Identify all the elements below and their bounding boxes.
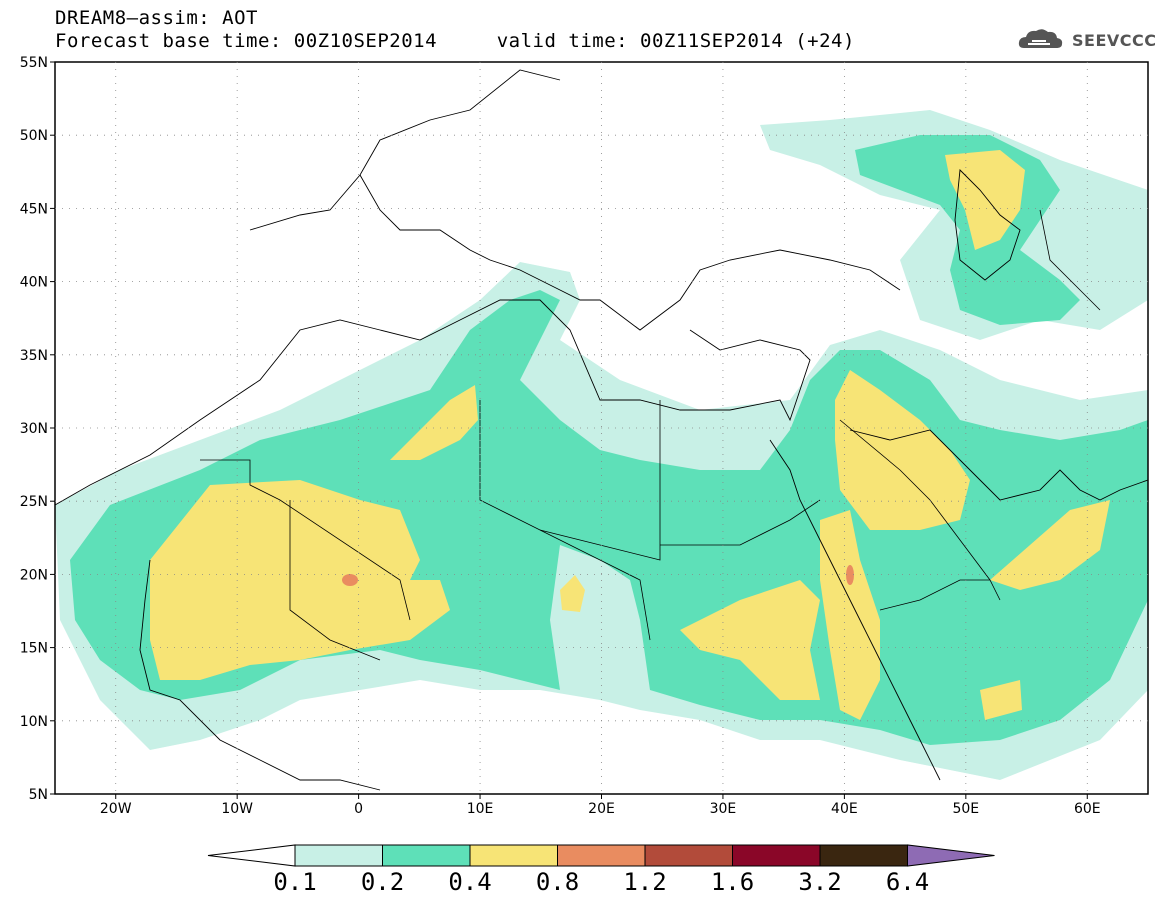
colorbar-segment [732, 844, 821, 867]
seevccc-logo [1018, 29, 1063, 48]
colorbar-segment [294, 844, 383, 867]
lon-label: 20W [100, 801, 132, 817]
lon-label: 30E [710, 801, 737, 817]
logo-text: SEEVCCC [1072, 31, 1157, 50]
forecast-times: Forecast base time: 00Z10SEP2014 valid t… [55, 30, 855, 52]
colorbar-label: 3.2 [798, 868, 842, 896]
lat-label: 20N [20, 567, 48, 583]
colorbar-label: 6.4 [885, 868, 930, 896]
aot-fields [55, 110, 1148, 780]
colorbar-segment [644, 844, 733, 867]
aot-0.4-region-sudan [680, 580, 820, 700]
aot-0.4-region-somalia [980, 680, 1022, 720]
colorbar-segment [469, 844, 558, 867]
aot-0.4-region-atlas [390, 385, 478, 460]
colorbar-lower-arrow [207, 844, 296, 867]
colorbar-segment [382, 844, 471, 867]
map-title: DREAM8–assim: AOT [55, 7, 258, 29]
lon-label: 50E [952, 801, 979, 817]
longitude-labels: 20W 10W 0 10E 20E 30E 40E 50E 60E [100, 801, 1101, 817]
lat-label: 15N [20, 641, 48, 657]
lon-label: 20E [588, 801, 615, 817]
colorbar-label: 1.6 [710, 868, 755, 896]
colorbar-upper-arrow [907, 844, 995, 867]
colorbar-label: 0.2 [360, 868, 405, 896]
lat-label: 5N [29, 787, 48, 803]
aot-0.4-region-westafrica [150, 480, 450, 680]
lat-label: 10N [20, 714, 48, 730]
lon-label: 60E [1074, 801, 1101, 817]
cloud-icon [1018, 29, 1063, 48]
aot-0.4-region-libya [560, 575, 585, 612]
colorbar-segment [557, 844, 646, 867]
aot-0.2-region-north [855, 135, 1080, 325]
colorbar-label: 1.2 [623, 868, 667, 896]
coastlines [55, 69, 1148, 791]
colorbar-label: 0.4 [448, 868, 492, 896]
lon-label: 10E [467, 801, 494, 817]
aot-0.4-region-ethiopia [820, 510, 880, 720]
lon-label: 40E [831, 801, 858, 817]
lat-label: 45N [20, 201, 48, 217]
graticule [50, 61, 1148, 799]
lon-label: 10W [221, 801, 253, 817]
aot-0.4-region-arabia [835, 370, 970, 530]
lat-label: 25N [20, 494, 48, 510]
latitude-labels: 55N 50N 45N 40N 35N 30N 25N 20N 15N 10N 5N [20, 55, 48, 803]
lat-label: 30N [20, 421, 48, 437]
colorbar-label: 0.1 [273, 868, 317, 896]
lat-label: 50N [20, 128, 48, 144]
colorbar-label: 0.8 [535, 868, 580, 896]
borders [200, 209, 1101, 661]
colorbar [207, 844, 995, 867]
colorbar-segment [819, 844, 908, 867]
lat-label: 40N [20, 275, 48, 291]
aot-0.8-spot-redsea [846, 565, 854, 585]
lat-label: 35N [20, 348, 48, 364]
aot-0.4-region-oman [990, 500, 1110, 590]
lat-label: 55N [20, 55, 48, 71]
aot-0.8-spot-mali [342, 574, 358, 586]
lon-label: 0 [354, 801, 363, 817]
